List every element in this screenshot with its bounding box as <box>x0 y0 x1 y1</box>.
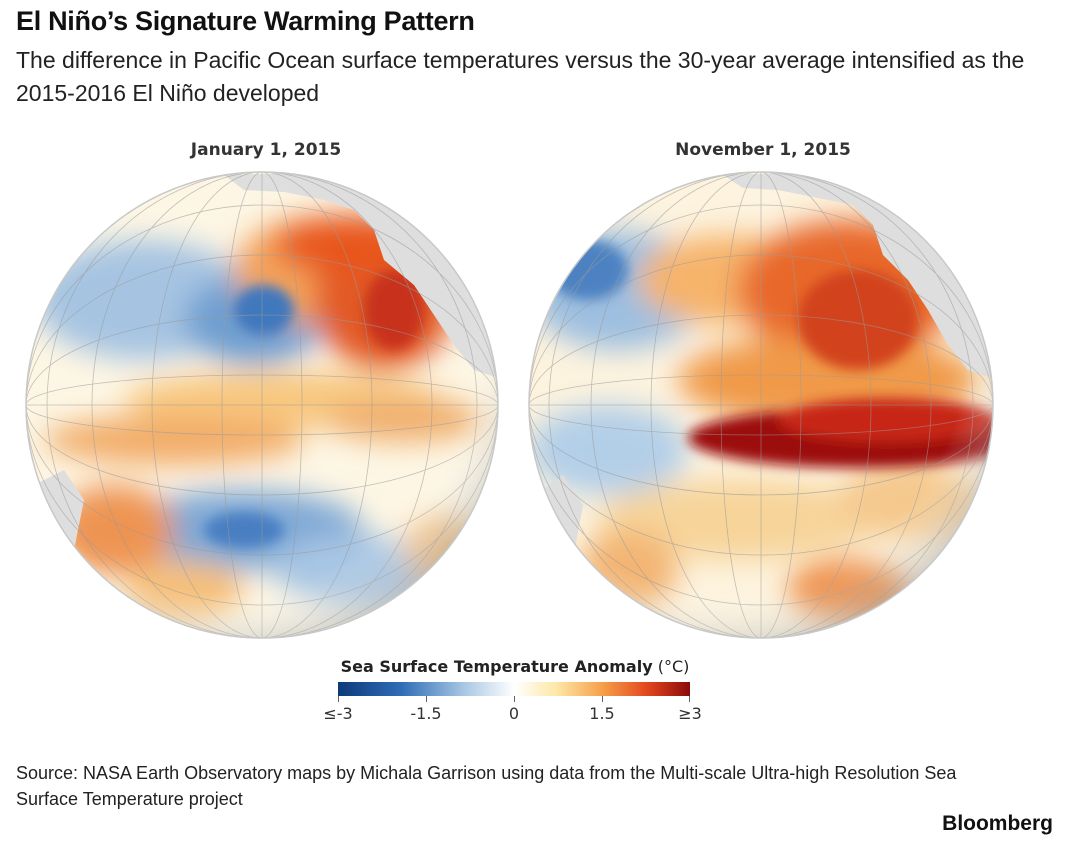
legend-tick-label: ≤-3 <box>323 704 353 723</box>
legend-tick-label: ≥3 <box>678 704 702 723</box>
map-date-label-nov: November 1, 2015 <box>675 140 851 160</box>
legend-title-unit: (°C) <box>657 657 690 676</box>
page-title: El Niño’s Signature Warming Pattern <box>16 6 475 36</box>
brand-logo: Bloomberg <box>942 812 1053 835</box>
legend-tick <box>689 696 690 702</box>
legend-tick <box>514 696 515 702</box>
page-subtitle: The difference in Pacific Ocean surface … <box>16 47 1025 106</box>
legend-tick-label: 1.5 <box>589 704 615 723</box>
globe-map-jan <box>24 170 504 645</box>
legend-color-bar <box>338 682 690 696</box>
map-date-label-jan: January 1, 2015 <box>190 140 342 160</box>
legend-title-text: Sea Surface Temperature Anomaly <box>340 657 653 676</box>
legend-title: Sea Surface Temperature Anomaly (°C) <box>300 657 730 676</box>
legend-tick <box>602 696 603 702</box>
legend-tick-label: 0 <box>508 704 520 723</box>
legend-tick <box>426 696 427 702</box>
source-note: Source: NASA Earth Observatory maps by M… <box>16 763 957 809</box>
globe-map-nov <box>528 170 998 645</box>
legend-tick-label: -1.5 <box>410 704 442 723</box>
legend-tick <box>338 696 339 702</box>
